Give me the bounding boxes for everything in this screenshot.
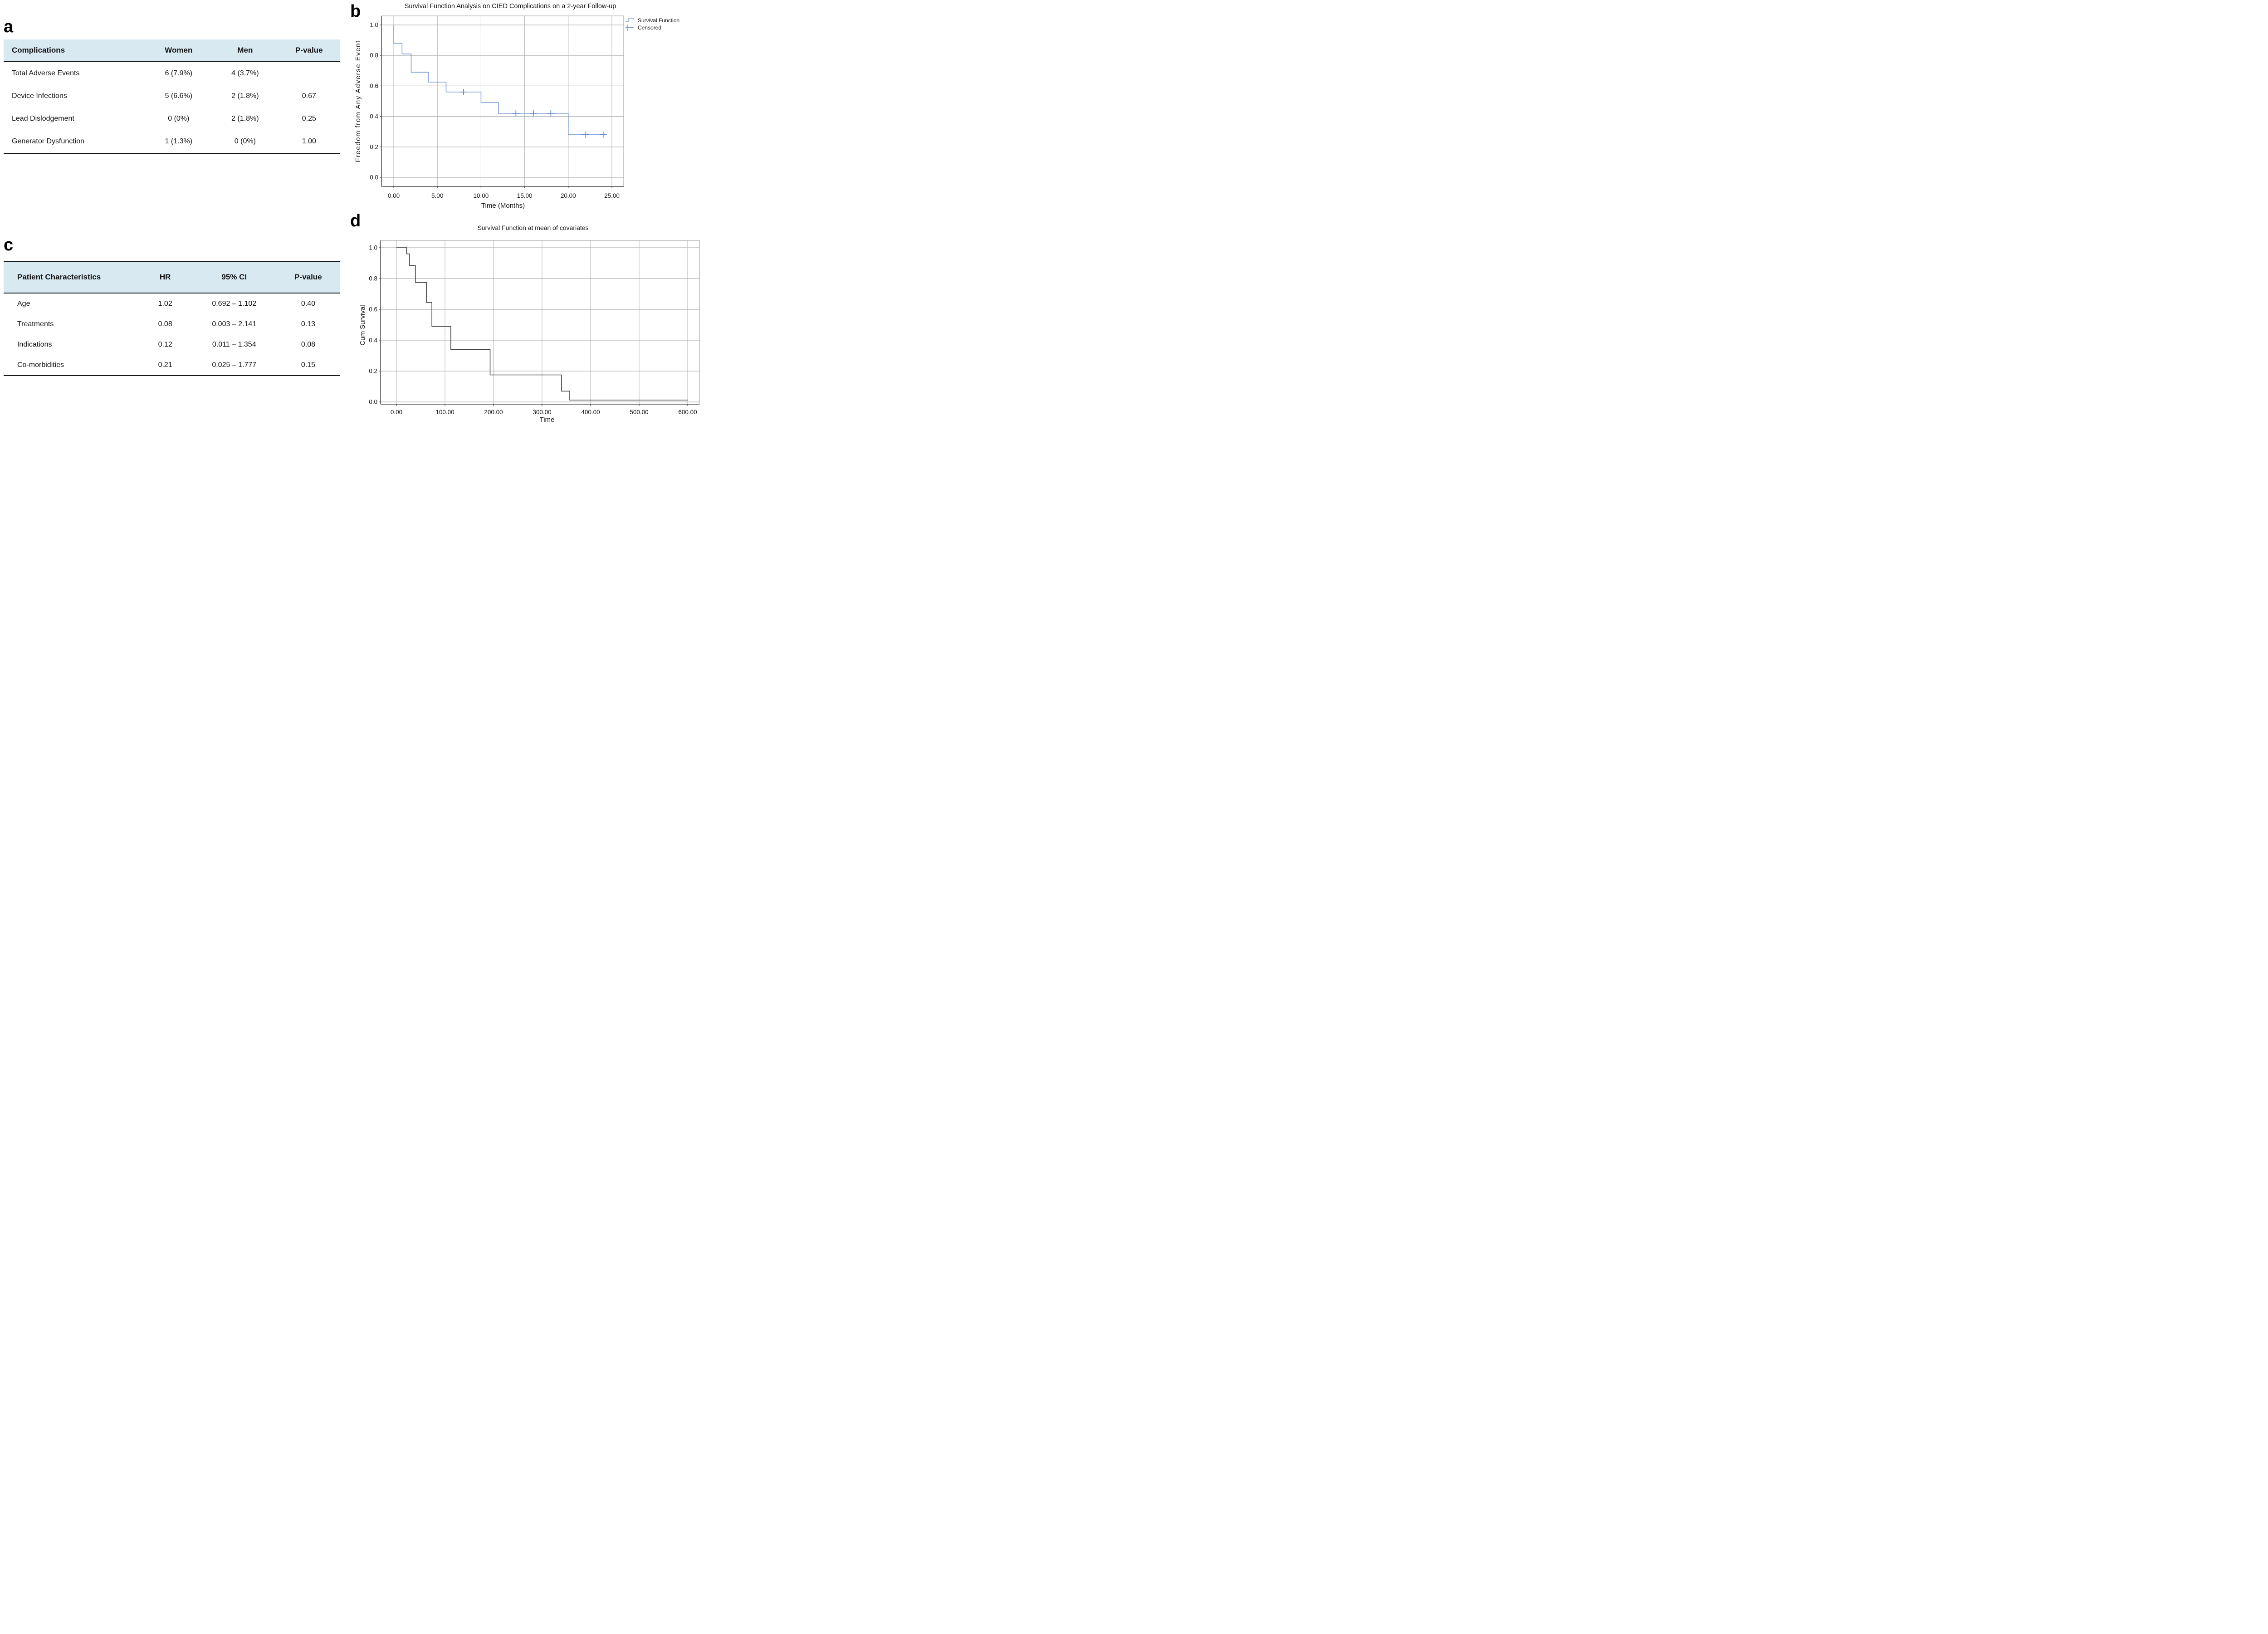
cox-survival-chart: 0.00 100.00 200.00 300.00 400.00 500.00 600.00… — [359, 224, 700, 424]
table-cell: 0 (0%) — [168, 115, 190, 122]
table-cell: 1 (1.3%) — [165, 137, 193, 145]
y-tick-label: 0.2 — [370, 143, 378, 150]
table-cell: 0.003 – 2.141 — [212, 320, 257, 328]
x-tick-label: 500.00 — [630, 409, 648, 416]
y-tick-label: 0.8 — [370, 52, 378, 59]
patient-characteristics-column-header: 95% CI — [221, 273, 247, 281]
y-tick-label: 0.0 — [370, 174, 378, 181]
x-tick-label: 10.00 — [474, 192, 489, 199]
chart-title: Survival Function Analysis on CIED Compl… — [405, 3, 616, 10]
x-tick-label: 5.00 — [431, 192, 443, 199]
complications-column-header: Women — [165, 46, 193, 54]
table-row: Generator Dysfunction 1 (1.3%) 0 (0%) 1.00 — [4, 130, 340, 153]
complications-table-header-row: Complications Women Men P-value — [4, 39, 340, 62]
table-cell: 6 (7.9%) — [165, 69, 193, 77]
x-tick-label: 600.00 — [678, 409, 697, 416]
table-cell: 0.08 — [158, 320, 172, 328]
y-tick-label: 1.0 — [370, 22, 378, 29]
table-cell: Age — [17, 299, 30, 308]
y-tick-label: 0.6 — [370, 83, 378, 89]
table-cell: 5 (6.6%) — [165, 92, 193, 100]
complications-table-body: Total Adverse Events 6 (7.9%) 4 (3.7%) Devi… — [4, 62, 340, 153]
complications-column-header: Men — [237, 46, 253, 54]
table-row: Device Infections 5 (6.6%) 2 (1.8%) 0.67 — [4, 85, 340, 108]
x-tick-label: 0.00 — [388, 192, 400, 199]
y-tick-label: 0.4 — [370, 113, 378, 120]
table-cell: 0.13 — [301, 320, 316, 328]
x-tick-label: 20.00 — [561, 192, 576, 199]
x-tick-label: 100.00 — [435, 409, 454, 416]
y-tick-label: 0.8 — [369, 275, 377, 282]
table-cell: 0.692 – 1.102 — [212, 299, 257, 308]
table-cell: Indications — [17, 340, 52, 348]
figure-canvas: a b c d Complications Women Men P-value Tot… — [0, 0, 701, 428]
table-row: Lead Dislodgement 0 (0%) 2 (1.8%) 0.25 — [4, 108, 340, 130]
panel-label-b: b — [350, 2, 361, 21]
table-cell: 4 (3.7%) — [231, 69, 259, 77]
legend-entry-label: Censored — [638, 24, 661, 31]
table-cell: 0.15 — [301, 361, 316, 369]
table-row: Total Adverse Events 6 (7.9%) 4 (3.7%) — [4, 62, 340, 85]
table-cell: 0.40 — [301, 299, 316, 308]
y-tick-label: 0.4 — [369, 337, 377, 344]
table-cell: 0.12 — [158, 340, 172, 348]
panel-label-d: d — [350, 211, 361, 230]
patient-characteristics-column-header: Patient Characteristics — [17, 273, 101, 281]
x-tick-label: 300.00 — [533, 409, 551, 416]
patient-characteristics-table-body: Age 1.02 0.692 – 1.102 0.40 Treatments 0.08 0.… — [4, 294, 340, 375]
panel-label-c: c — [4, 235, 14, 254]
x-tick-label: 15.00 — [517, 192, 533, 199]
table-cell: Total Adverse Events — [12, 69, 80, 77]
table-cell: 0.67 — [302, 92, 316, 100]
panel-label-a: a — [4, 17, 14, 36]
table-cell: 0.011 – 1.354 — [212, 340, 256, 348]
table-cell: Co-morbidities — [17, 361, 64, 369]
y-tick-label: 0.2 — [369, 368, 377, 375]
y-tick-label: 1.0 — [369, 245, 377, 251]
patient-characteristics-table-header-row: Patient Characteristics HR 95% CI P-value — [4, 262, 340, 294]
table-cell: 0.25 — [302, 115, 316, 122]
table-cell: Lead Dislodgement — [12, 115, 74, 122]
x-axis-label: Time (Months) — [481, 202, 525, 210]
table-cell: 2 (1.8%) — [231, 115, 259, 122]
table-cell: Generator Dysfunction — [12, 137, 85, 145]
plot-frame — [380, 240, 700, 405]
plot-frame — [381, 15, 624, 187]
complications-table: Complications Women Men P-value Total Adver… — [4, 39, 340, 154]
legend-entry-label: Survival Function — [638, 17, 679, 24]
x-tick-label: 400.00 — [581, 409, 600, 416]
complications-column-header: P-value — [295, 46, 323, 54]
table-cell: 1.00 — [302, 137, 316, 145]
table-cell: Device Infections — [12, 92, 67, 100]
y-tick-label: 0.6 — [369, 306, 377, 313]
patient-characteristics-column-header: HR — [159, 273, 171, 281]
km-survival-chart: 0.00 5.00 10.00 15.00 20.00 25.00 0.0 0.2 0.4 0.6… — [354, 3, 679, 210]
table-cell: Treatments — [17, 320, 54, 328]
x-axis-label: Time — [540, 416, 555, 424]
table-row: Treatments 0.08 0.003 – 2.141 0.13 — [4, 314, 340, 334]
table-cell: 0.21 — [158, 361, 172, 369]
survival-curve — [396, 247, 688, 401]
x-tick-label: 200.00 — [484, 409, 503, 416]
table-row: Age 1.02 0.692 – 1.102 0.40 — [4, 294, 340, 314]
y-axis-label: Cum Survival — [359, 305, 367, 345]
complications-column-header: Complications — [12, 46, 65, 54]
table-cell: 0 (0%) — [234, 137, 256, 145]
legend-step-icon — [626, 18, 634, 22]
y-tick-label: 0.0 — [369, 399, 377, 406]
table-cell: 1.02 — [158, 299, 172, 308]
table-row: Co-morbidities 0.21 0.025 – 1.777 0.15 — [4, 355, 340, 375]
patient-characteristics-column-header: P-value — [294, 273, 322, 281]
table-cell: 2 (1.8%) — [231, 92, 259, 100]
table-row: Indications 0.12 0.011 – 1.354 0.08 — [4, 334, 340, 355]
x-tick-label: 25.00 — [604, 192, 620, 199]
survival-curve — [393, 25, 605, 135]
table-cell: 0.025 – 1.777 — [212, 361, 257, 369]
chart-title: Survival Function at mean of covariates — [477, 224, 588, 231]
table-cell: 0.08 — [301, 340, 316, 348]
x-tick-label: 0.00 — [391, 409, 402, 416]
table-cell — [278, 62, 340, 85]
patient-characteristics-table: Patient Characteristics HR 95% CI P-value A… — [4, 261, 340, 376]
y-axis-label: Freedom from Any Adverse Event — [354, 40, 362, 162]
